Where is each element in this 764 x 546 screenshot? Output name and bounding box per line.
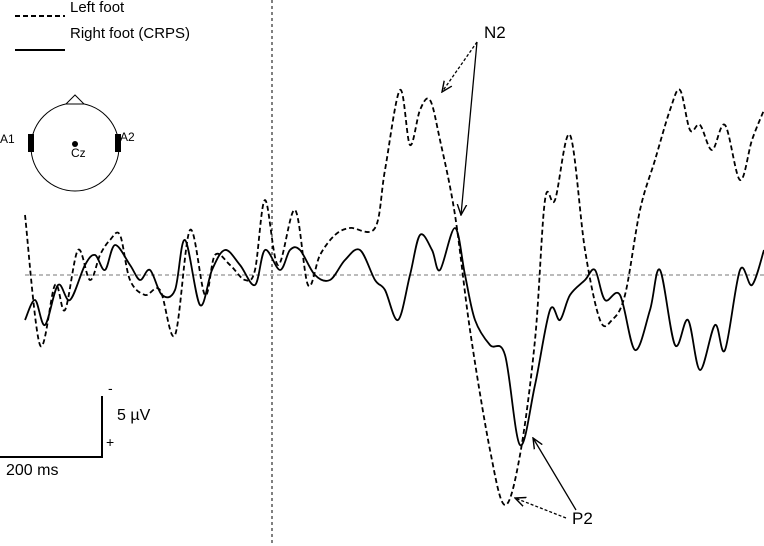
n2-arrow-solid	[461, 41, 478, 215]
p2-arrow-dashed	[515, 498, 567, 519]
annotation-p2: P2	[515, 438, 593, 528]
annotation-n2: N2	[442, 23, 506, 215]
n2-arrow-dashed	[442, 41, 478, 92]
polarity-positive: +	[106, 434, 114, 450]
legend: Left foot Right foot (CRPS)	[15, 0, 190, 51]
polarity-negative: -	[108, 380, 113, 396]
scale-bar: - + 5 µV 200 ms	[0, 380, 151, 479]
electrode-cz-dot	[72, 141, 78, 147]
ear-left-icon	[28, 134, 34, 152]
series-line-right-foot	[24, 227, 764, 446]
p2-arrow-solid	[533, 438, 577, 511]
electrode-label-cz: Cz	[71, 146, 86, 160]
annotation-label-p2: P2	[572, 509, 593, 528]
electrode-label-a1: A1	[0, 132, 15, 146]
scale-bar-amplitude-label: 5 µV	[117, 407, 151, 424]
ear-right-icon	[115, 134, 121, 152]
annotation-label-n2: N2	[484, 23, 506, 42]
electrode-label-a2: A2	[120, 130, 135, 144]
head-diagram: A1 A2 Cz	[0, 94, 135, 192]
series-line-left-foot	[24, 88, 764, 506]
legend-label-left-foot: Left foot	[70, 0, 125, 16]
nose-icon	[64, 94, 86, 105]
legend-label-right-foot: Right foot (CRPS)	[70, 25, 190, 42]
scale-bar-time-label: 200 ms	[6, 462, 58, 479]
